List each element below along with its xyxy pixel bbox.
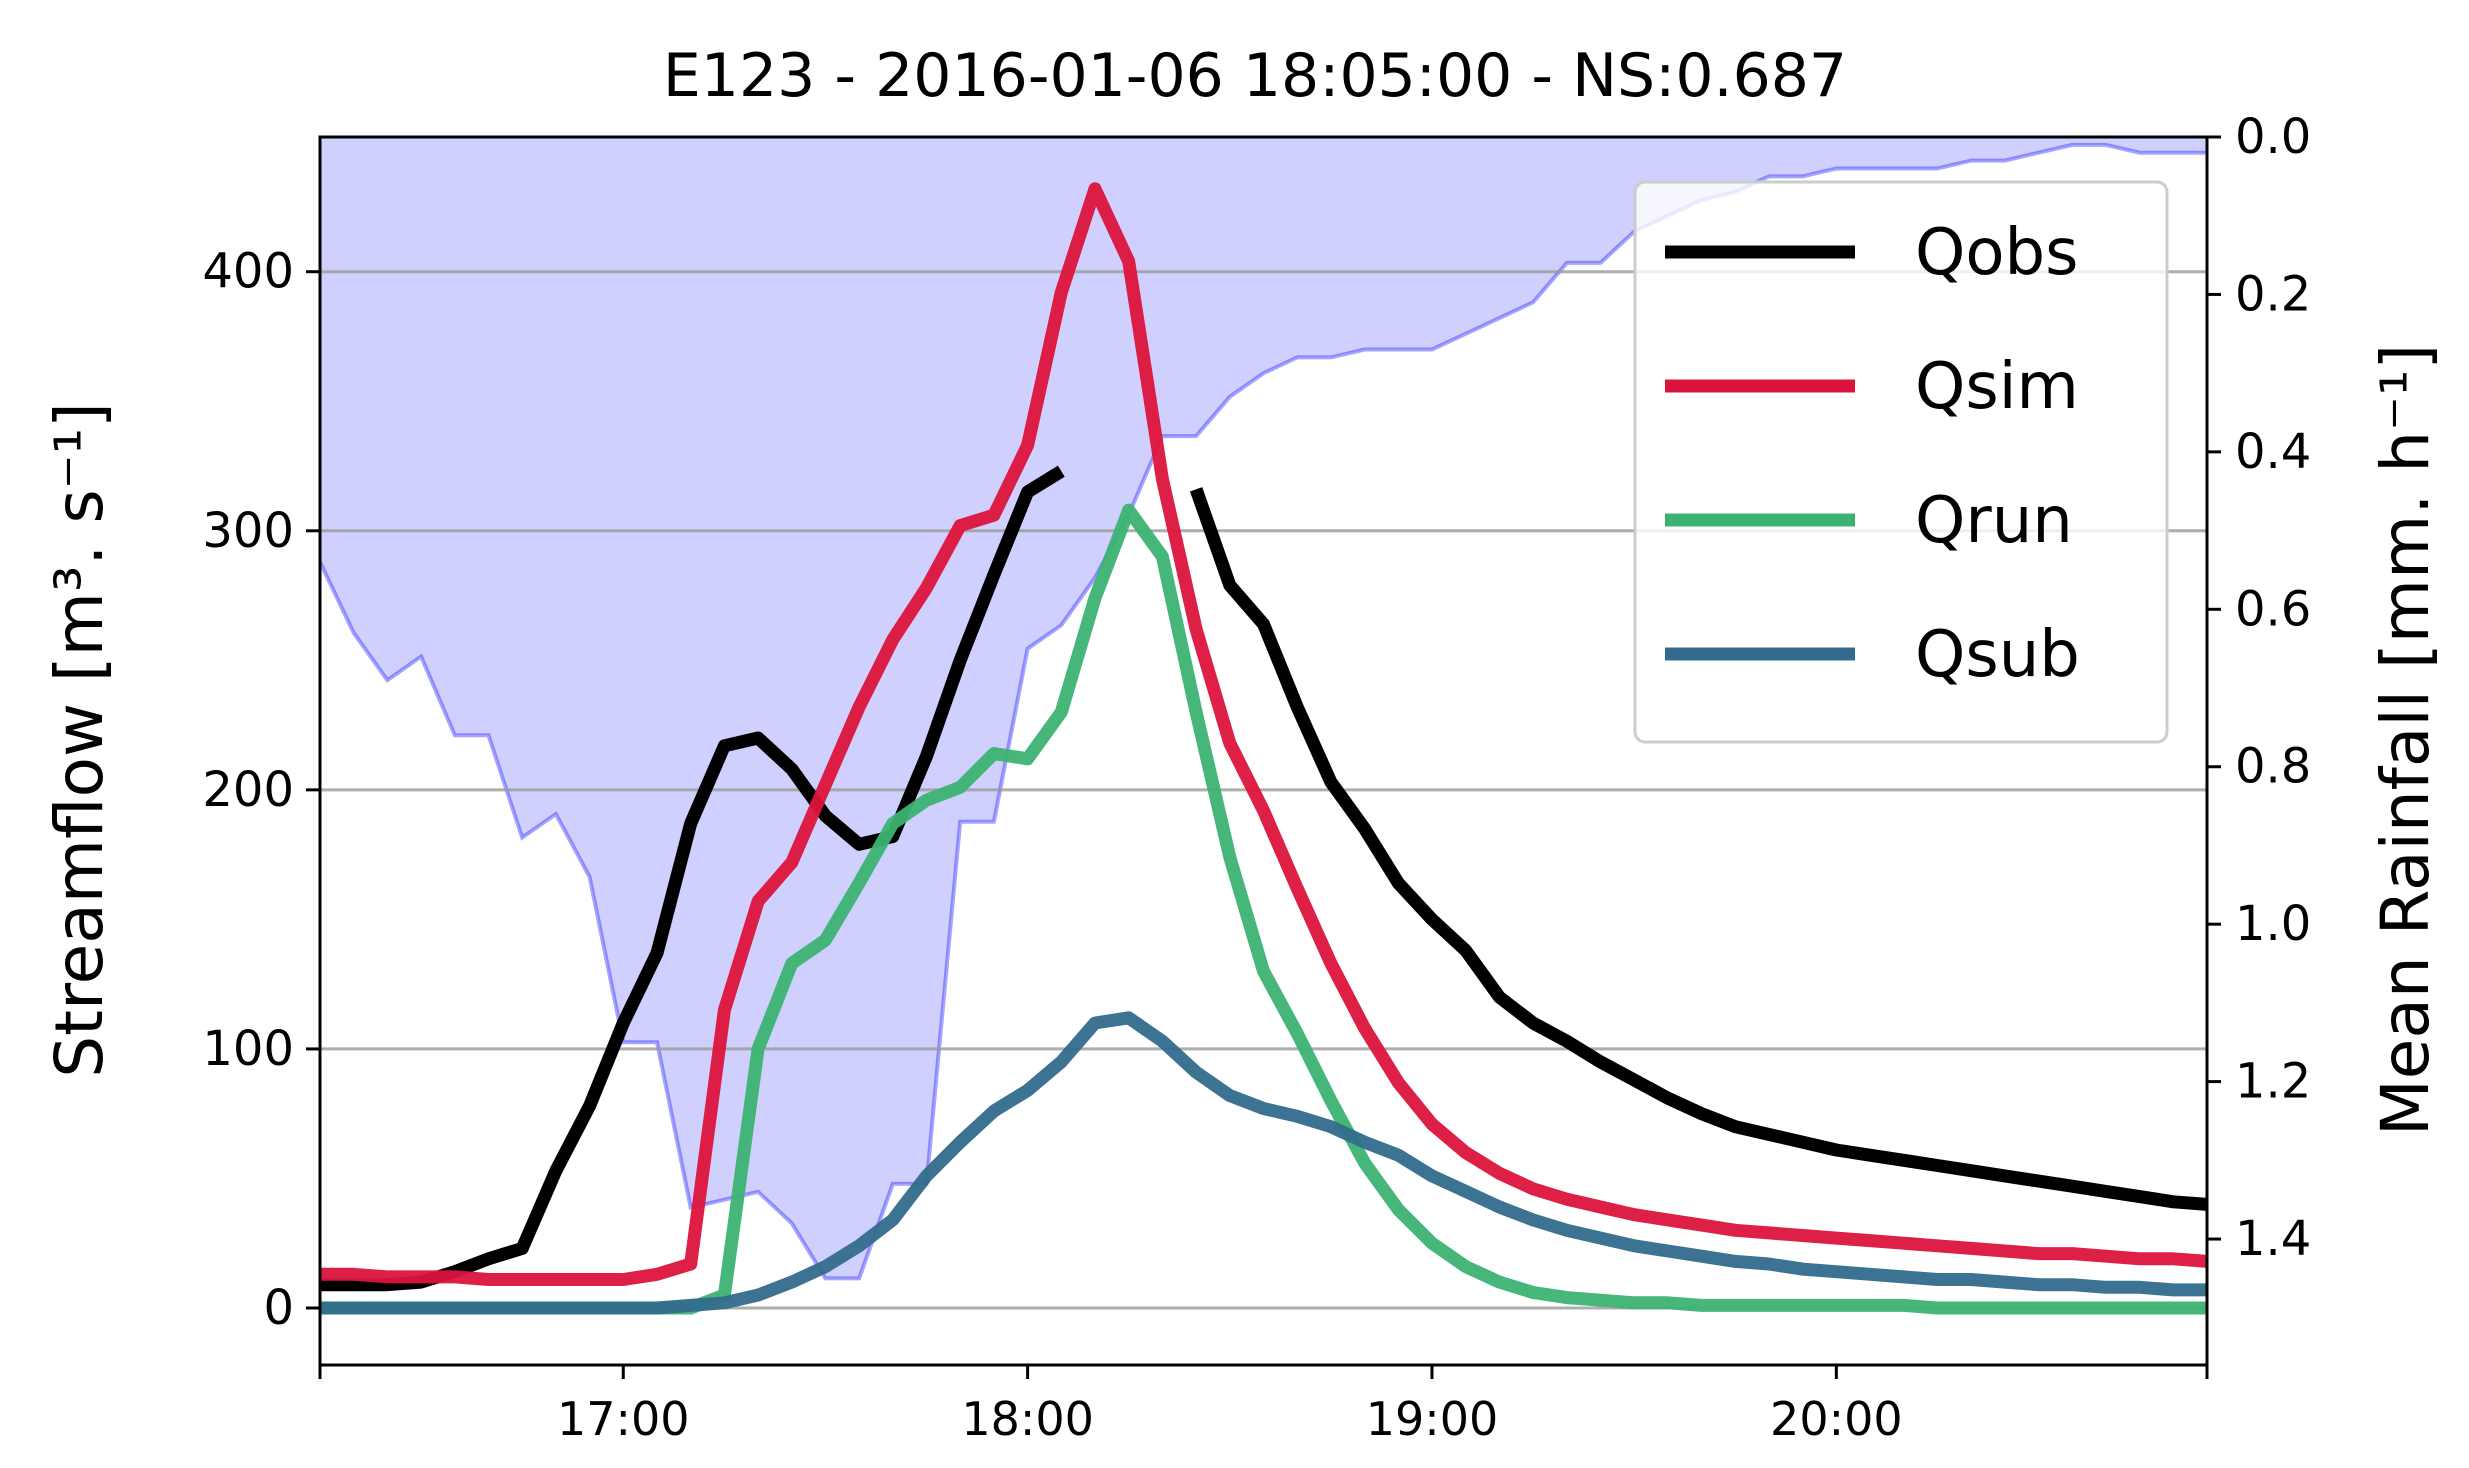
x-tick-label: 19:00 (1366, 1392, 1499, 1446)
y-axis-label: Streamflow [m³. s⁻¹] (41, 402, 118, 1078)
y2-tick-label: 0.6 (2235, 581, 2311, 637)
y2-tick-label: 0.8 (2235, 739, 2311, 795)
y-tick-label: 100 (202, 1021, 294, 1077)
y-tick-label: 0 (263, 1280, 294, 1336)
y2-tick-label: 0.4 (2235, 424, 2311, 480)
legend-label-qobs: Qobs (1915, 216, 2079, 290)
series-line-qsim (320, 182, 2208, 1286)
plot-frame (318, 135, 2209, 1367)
rainfall-layer (318, 137, 2207, 1281)
rainfall-line (318, 142, 2207, 1281)
series-line-qsub (320, 1011, 2207, 1315)
legend-box (1633, 180, 2169, 744)
y-tick-label: 200 (202, 762, 294, 818)
y2-tick-label: 1.2 (2235, 1054, 2311, 1110)
series-layer (320, 182, 2208, 1315)
y-tick-label: 300 (202, 503, 294, 559)
y2-tick-label: 1.4 (2235, 1211, 2311, 1267)
y2-tick-label: 1.0 (2235, 896, 2311, 952)
y2-axis-label: Mean Rainfall [mm. h⁻¹] (2367, 344, 2444, 1136)
y2-tick-label: 0.0 (2235, 109, 2311, 165)
legend-label-qsim: Qsim (1915, 350, 2079, 424)
x-tick-label: 18:00 (961, 1392, 1094, 1446)
legend: Qobs Qsim Qrun Qsub (1633, 180, 2169, 744)
axes-layer: 17:00 18:00 19:00 20:00 0 100 200 300 400 0.0 0.2 0… (202, 109, 2311, 1446)
x-tick-label: 17:00 (557, 1392, 690, 1446)
series-line-qobs (1189, 487, 2208, 1211)
x-tick-label: 20:00 (1770, 1392, 1903, 1446)
chart-title: E123 - 2016-01-06 18:05:00 - NS:0.687 (663, 41, 1847, 111)
y2-tick-label: 0.2 (2235, 266, 2311, 322)
y-tick-label: 400 (202, 244, 294, 300)
legend-label-qrun: Qrun (1915, 484, 2073, 558)
legend-label-qsub: Qsub (1915, 618, 2080, 692)
rainfall-area (320, 137, 2207, 1279)
